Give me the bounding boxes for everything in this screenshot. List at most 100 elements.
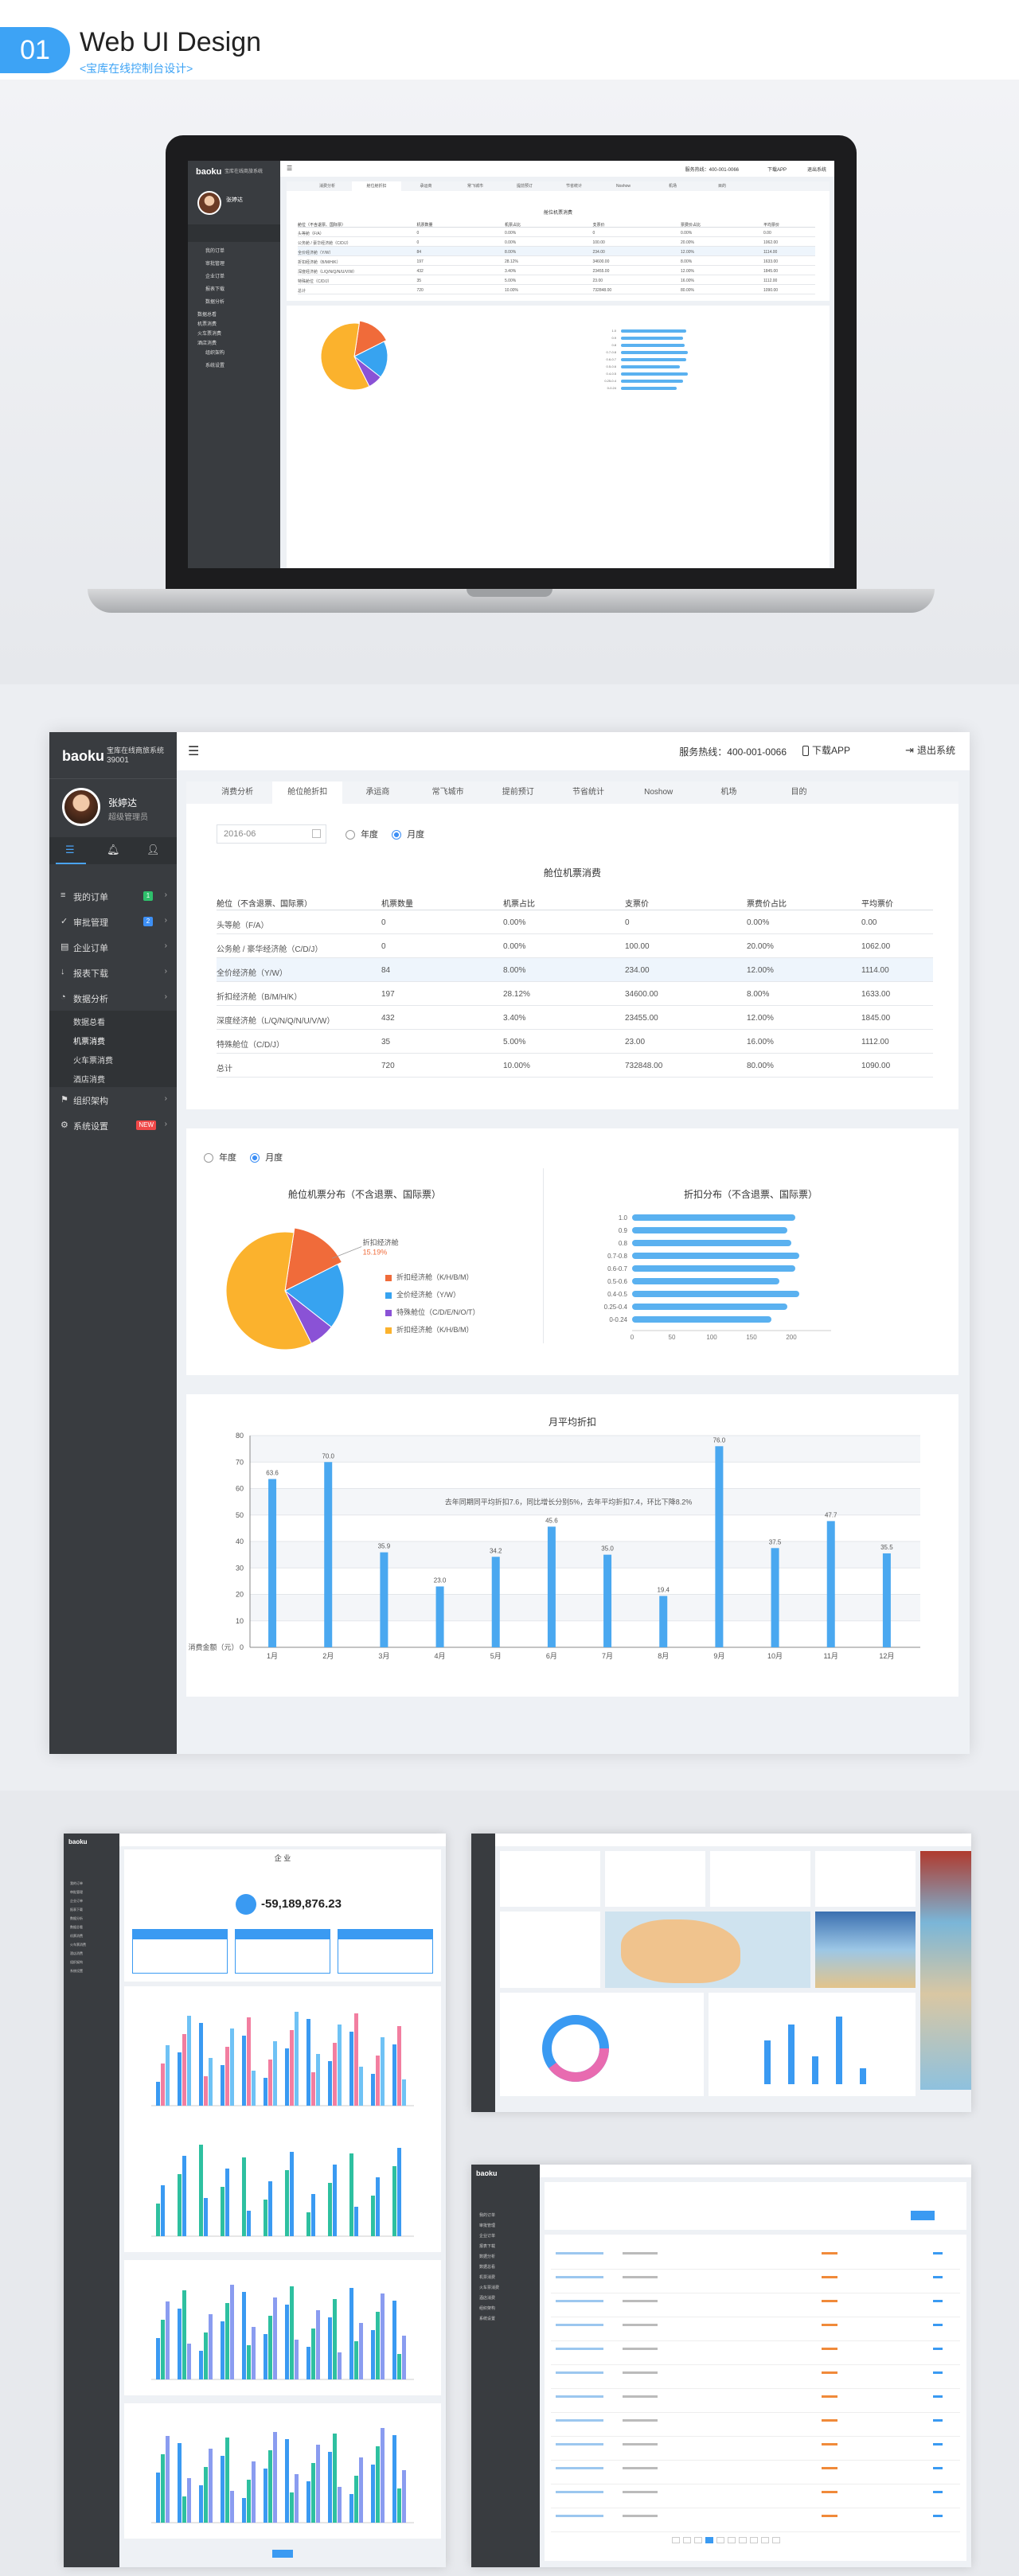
mini-download[interactable]: 下载APP <box>767 168 787 173</box>
c3-page-button[interactable] <box>772 2537 780 2543</box>
table-row[interactable]: 深度经济舱（L/Q/N/Q/N/U/V/W） 432 3.40% 23455.00 12… <box>298 266 815 275</box>
mini-sidebar-item[interactable]: 数据分析 <box>205 300 225 305</box>
c3-action[interactable] <box>933 2443 943 2445</box>
c3-order-row[interactable] <box>551 2486 960 2508</box>
menu-toggle-icon[interactable]: ☰ <box>188 745 200 758</box>
c3-search-button[interactable] <box>911 2211 935 2220</box>
c3-menu-item[interactable]: 火车票消费 <box>479 2286 500 2290</box>
c3-menu-item[interactable]: 机票消费 <box>479 2275 496 2280</box>
c3-menu-item[interactable]: 企业订单 <box>479 2234 496 2239</box>
sidebar-item-10[interactable]: ⚙ 系统设置 NEW › <box>49 1113 177 1138</box>
c3-page-button[interactable] <box>705 2537 713 2543</box>
c3-page-button[interactable] <box>716 2537 724 2543</box>
c3-order-row[interactable] <box>551 2343 960 2365</box>
c1-menu-item[interactable]: 数据分析 <box>70 1916 83 1920</box>
tab-5[interactable]: 节省统计 <box>565 184 582 189</box>
table-row[interactable]: 全价经济舱（Y/W） 84 8.00% 234.00 12.00% 1114.00 <box>298 247 815 256</box>
c3-order-row[interactable] <box>551 2438 960 2461</box>
tab-4[interactable]: 提前预订 <box>502 788 534 797</box>
tab-6[interactable]: Noshow <box>644 788 673 797</box>
table-row[interactable]: 折扣经济舱（B/M/H/K） 197 28.12% 34600.00 8.00% 1633… <box>217 982 933 1006</box>
tab-7[interactable]: 机场 <box>668 184 677 189</box>
table-row[interactable]: 总计 720 10.00% 732848.00 80.00% 1090.00 <box>298 285 815 294</box>
mini-sidebar-item[interactable]: 我的订单 <box>205 249 225 254</box>
c3-action[interactable] <box>933 2348 943 2350</box>
sidebar-item-5[interactable]: 数据总看 <box>49 1011 177 1030</box>
mini-sidebar-item[interactable]: 报表下载 <box>205 287 225 292</box>
c1-submit-button[interactable] <box>272 2550 293 2558</box>
mini-sidebar-item[interactable]: 审批管理 <box>205 262 225 267</box>
mini-sidebar-item[interactable]: 系统设置 <box>205 364 225 368</box>
tab-3[interactable]: 常飞城市 <box>431 788 464 797</box>
tab-0[interactable]: 消费分析 <box>318 184 335 189</box>
sidebar-item-6[interactable]: 机票消费 <box>49 1030 177 1049</box>
mini-sidebar-item[interactable]: 火车票消费 <box>197 332 222 337</box>
c1-menu-item[interactable]: 系统设置 <box>70 1969 83 1973</box>
date-input[interactable]: 2016-06 <box>217 824 326 844</box>
tab-0[interactable]: 消费分析 <box>221 788 254 797</box>
c3-page-button[interactable] <box>728 2537 736 2543</box>
logout-button[interactable]: ⇥ 退出系统 <box>905 743 955 757</box>
sidebar-item-1[interactable]: ✓ 审批管理 2 › <box>49 909 177 934</box>
c3-menu-item[interactable]: 审批管理 <box>479 2223 496 2228</box>
mini-sidebar-item[interactable]: 数据总看 <box>197 313 217 318</box>
sidebar-item-3[interactable]: ↓ 报表下载 › <box>49 960 177 985</box>
avatar[interactable] <box>62 788 100 826</box>
tab-5[interactable]: 节省统计 <box>572 788 604 797</box>
c3-page-button[interactable] <box>672 2537 680 2543</box>
c3-action[interactable] <box>933 2491 943 2493</box>
c3-action[interactable] <box>933 2324 943 2326</box>
c3-order-row[interactable] <box>551 2295 960 2317</box>
download-app-button[interactable]: 下载APP <box>802 743 850 757</box>
c3-menu-item[interactable]: 组织架构 <box>479 2306 496 2311</box>
mini-menu-toggle-icon[interactable]: ☰ <box>287 165 293 172</box>
c3-menu-item[interactable]: 系统设置 <box>479 2317 496 2321</box>
c1-menu-item[interactable]: 组织架构 <box>70 1960 83 1964</box>
c3-order-row[interactable] <box>551 2462 960 2484</box>
c3-page-button[interactable] <box>694 2537 702 2543</box>
tab-3[interactable]: 常飞城市 <box>467 184 483 189</box>
table-row[interactable]: 公务舱 / 豪华经济舱（C/D/J） 0 0.00% 100.00 20.00% 1062… <box>298 237 815 247</box>
c2-ad-banner[interactable] <box>920 1851 971 2090</box>
tab-8[interactable]: 目的 <box>791 788 807 797</box>
dist-radio-year[interactable] <box>204 1153 213 1163</box>
sidebar-item-0[interactable]: ≡ 我的订单 1 › <box>49 883 177 909</box>
tab-6[interactable]: Noshow <box>615 184 631 189</box>
user-icon[interactable]: 👤︎ <box>146 844 160 855</box>
sidebar-item-4[interactable]: ◔ 数据分析 › <box>49 985 177 1011</box>
tab-1[interactable]: 舱位舱折扣 <box>352 181 401 191</box>
c1-menu-item[interactable]: 数据总看 <box>70 1925 83 1929</box>
bell-icon[interactable]: 🔔︎ <box>107 844 120 855</box>
table-row[interactable]: 特殊舱位（C/D/J） 35 5.00% 23.00 16.00% 1112.00 <box>298 275 815 285</box>
c1-menu-item[interactable]: 机票消费 <box>70 1934 83 1938</box>
table-row[interactable]: 全价经济舱（Y/W） 84 8.00% 234.00 12.00% 1114.00 <box>217 958 933 982</box>
mini-sidebar-item[interactable]: 企业订单 <box>205 275 225 279</box>
sidebar-item-9[interactable]: ⚑ 组织架构 › <box>49 1087 177 1113</box>
table-row[interactable]: 深度经济舱（L/Q/N/Q/N/U/V/W） 432 3.40% 23455.00 12… <box>217 1006 933 1030</box>
radio-year[interactable] <box>346 830 355 840</box>
c3-menu-item[interactable]: 我的订单 <box>479 2213 496 2218</box>
c1-menu-item[interactable]: 火车票消费 <box>70 1943 86 1947</box>
c1-menu-item[interactable]: 企业订单 <box>70 1899 83 1903</box>
c3-page-button[interactable] <box>683 2537 691 2543</box>
c3-order-row[interactable] <box>551 2391 960 2413</box>
c1-menu-item[interactable]: 酒店消费 <box>70 1951 83 1955</box>
mini-sidebar-item[interactable]: 酒店消费 <box>197 341 217 346</box>
sidebar-item-7[interactable]: 火车票消费 <box>49 1049 177 1068</box>
c3-action[interactable] <box>933 2419 943 2422</box>
table-row[interactable]: 折扣经济舱（B/M/H/K） 197 28.12% 34600.00 8.00% 1633… <box>298 256 815 266</box>
c3-order-row[interactable] <box>551 2247 960 2270</box>
c3-order-row[interactable] <box>551 2414 960 2437</box>
c3-page-button[interactable] <box>739 2537 747 2543</box>
c3-action[interactable] <box>933 2276 943 2278</box>
c3-menu-item[interactable]: 酒店消费 <box>479 2296 496 2301</box>
c1-menu-item[interactable]: 我的订单 <box>70 1881 83 1885</box>
tab-2[interactable]: 承运商 <box>365 788 390 797</box>
c3-action[interactable] <box>933 2515 943 2517</box>
c3-action[interactable] <box>933 2300 943 2302</box>
mini-logout[interactable]: 退出系统 <box>806 168 826 173</box>
c3-action[interactable] <box>933 2467 943 2469</box>
mini-sidebar-item[interactable]: 组织架构 <box>205 351 225 356</box>
table-row[interactable]: 公务舱 / 豪华经济舱（C/D/J） 0 0.00% 100.00 20.00% 1062… <box>217 934 933 958</box>
table-row[interactable]: 头等舱（F/A） 0 0.00% 0 0.00% 0.00 <box>217 910 933 934</box>
